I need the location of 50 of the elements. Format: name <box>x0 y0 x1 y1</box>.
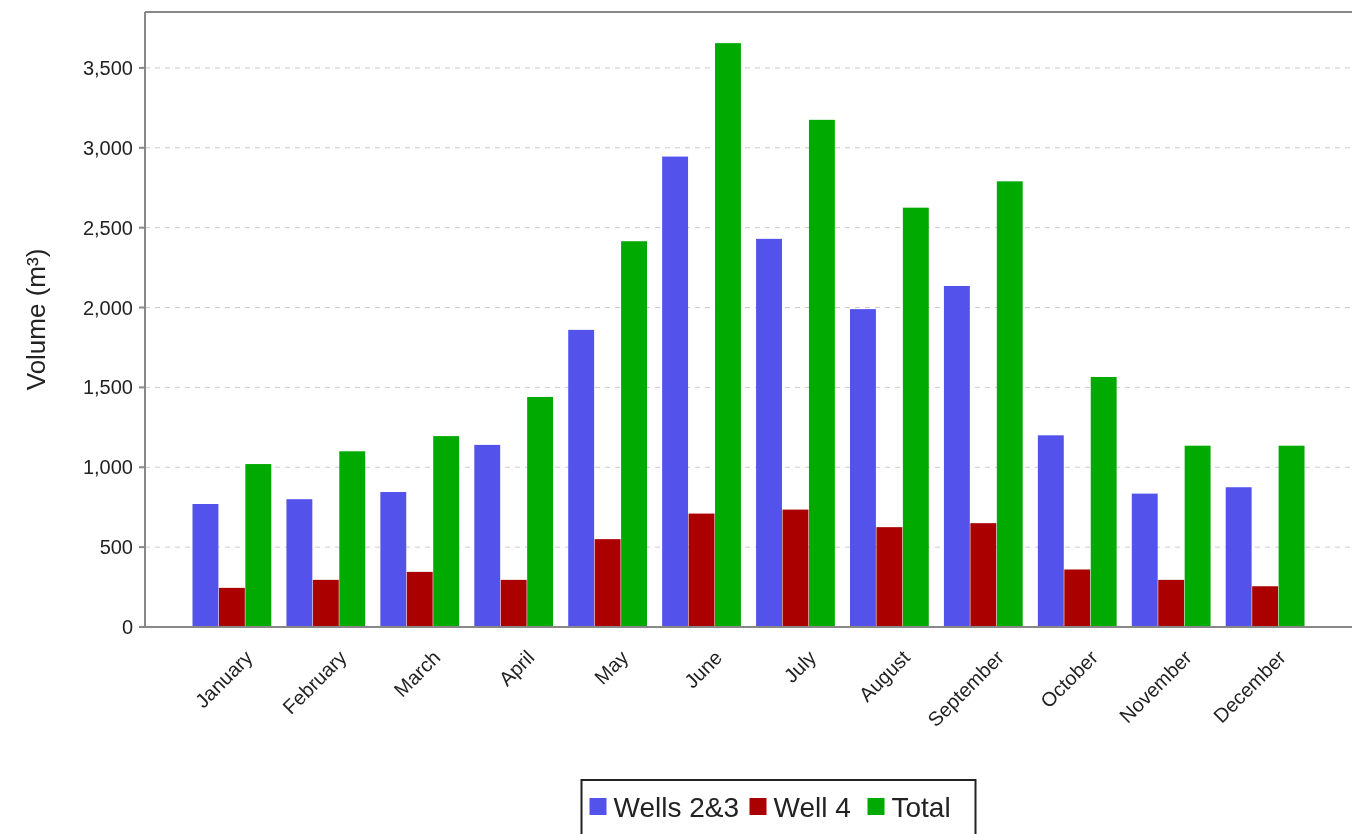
bar <box>594 539 621 627</box>
bar <box>245 464 272 627</box>
bar <box>902 207 929 627</box>
y-tick-label: 2,000 <box>82 296 133 319</box>
bar <box>688 513 715 627</box>
bar <box>474 444 501 627</box>
bar <box>850 309 876 627</box>
bar <box>782 509 809 627</box>
y-tick-label: 500 <box>99 536 133 559</box>
bar <box>970 523 997 627</box>
bar <box>1184 445 1211 627</box>
bar <box>1090 377 1117 627</box>
bar <box>662 156 689 627</box>
y-tick-label: 2,500 <box>82 216 133 239</box>
y-tick-label: 1,000 <box>82 456 133 479</box>
bar <box>943 285 970 627</box>
bar <box>1131 493 1158 627</box>
bar <box>286 499 313 627</box>
bar <box>433 436 460 627</box>
x-tick-label: July <box>779 646 821 687</box>
bar <box>876 527 903 627</box>
bar <box>339 451 366 627</box>
y-axis-title: Volume (m³) <box>21 248 51 391</box>
bar <box>192 504 219 627</box>
bar <box>218 587 245 627</box>
bar <box>500 579 527 627</box>
legend-label: Well 4 <box>773 791 851 823</box>
y-tick-label: 0 <box>121 616 133 638</box>
bar <box>1064 569 1091 627</box>
bar <box>312 579 339 627</box>
bar <box>568 329 595 627</box>
legend-label: Wells 2&3 <box>613 791 740 823</box>
bar <box>808 119 835 627</box>
bar <box>996 181 1023 627</box>
y-tick-label: 3,500 <box>82 56 133 79</box>
y-tick-label: 1,500 <box>82 376 133 399</box>
bar <box>1037 435 1064 627</box>
x-tick-label: May <box>590 646 633 689</box>
bar <box>527 396 554 627</box>
bar <box>1158 579 1185 627</box>
legend-label: Total <box>891 791 951 823</box>
bar <box>406 571 433 627</box>
bar <box>756 238 782 627</box>
bar <box>1225 487 1252 627</box>
bar <box>380 492 407 627</box>
bar <box>1252 586 1279 627</box>
bar <box>621 241 647 627</box>
bar <box>1278 445 1305 627</box>
y-tick-label: 3,000 <box>82 136 133 159</box>
bar <box>715 43 741 627</box>
